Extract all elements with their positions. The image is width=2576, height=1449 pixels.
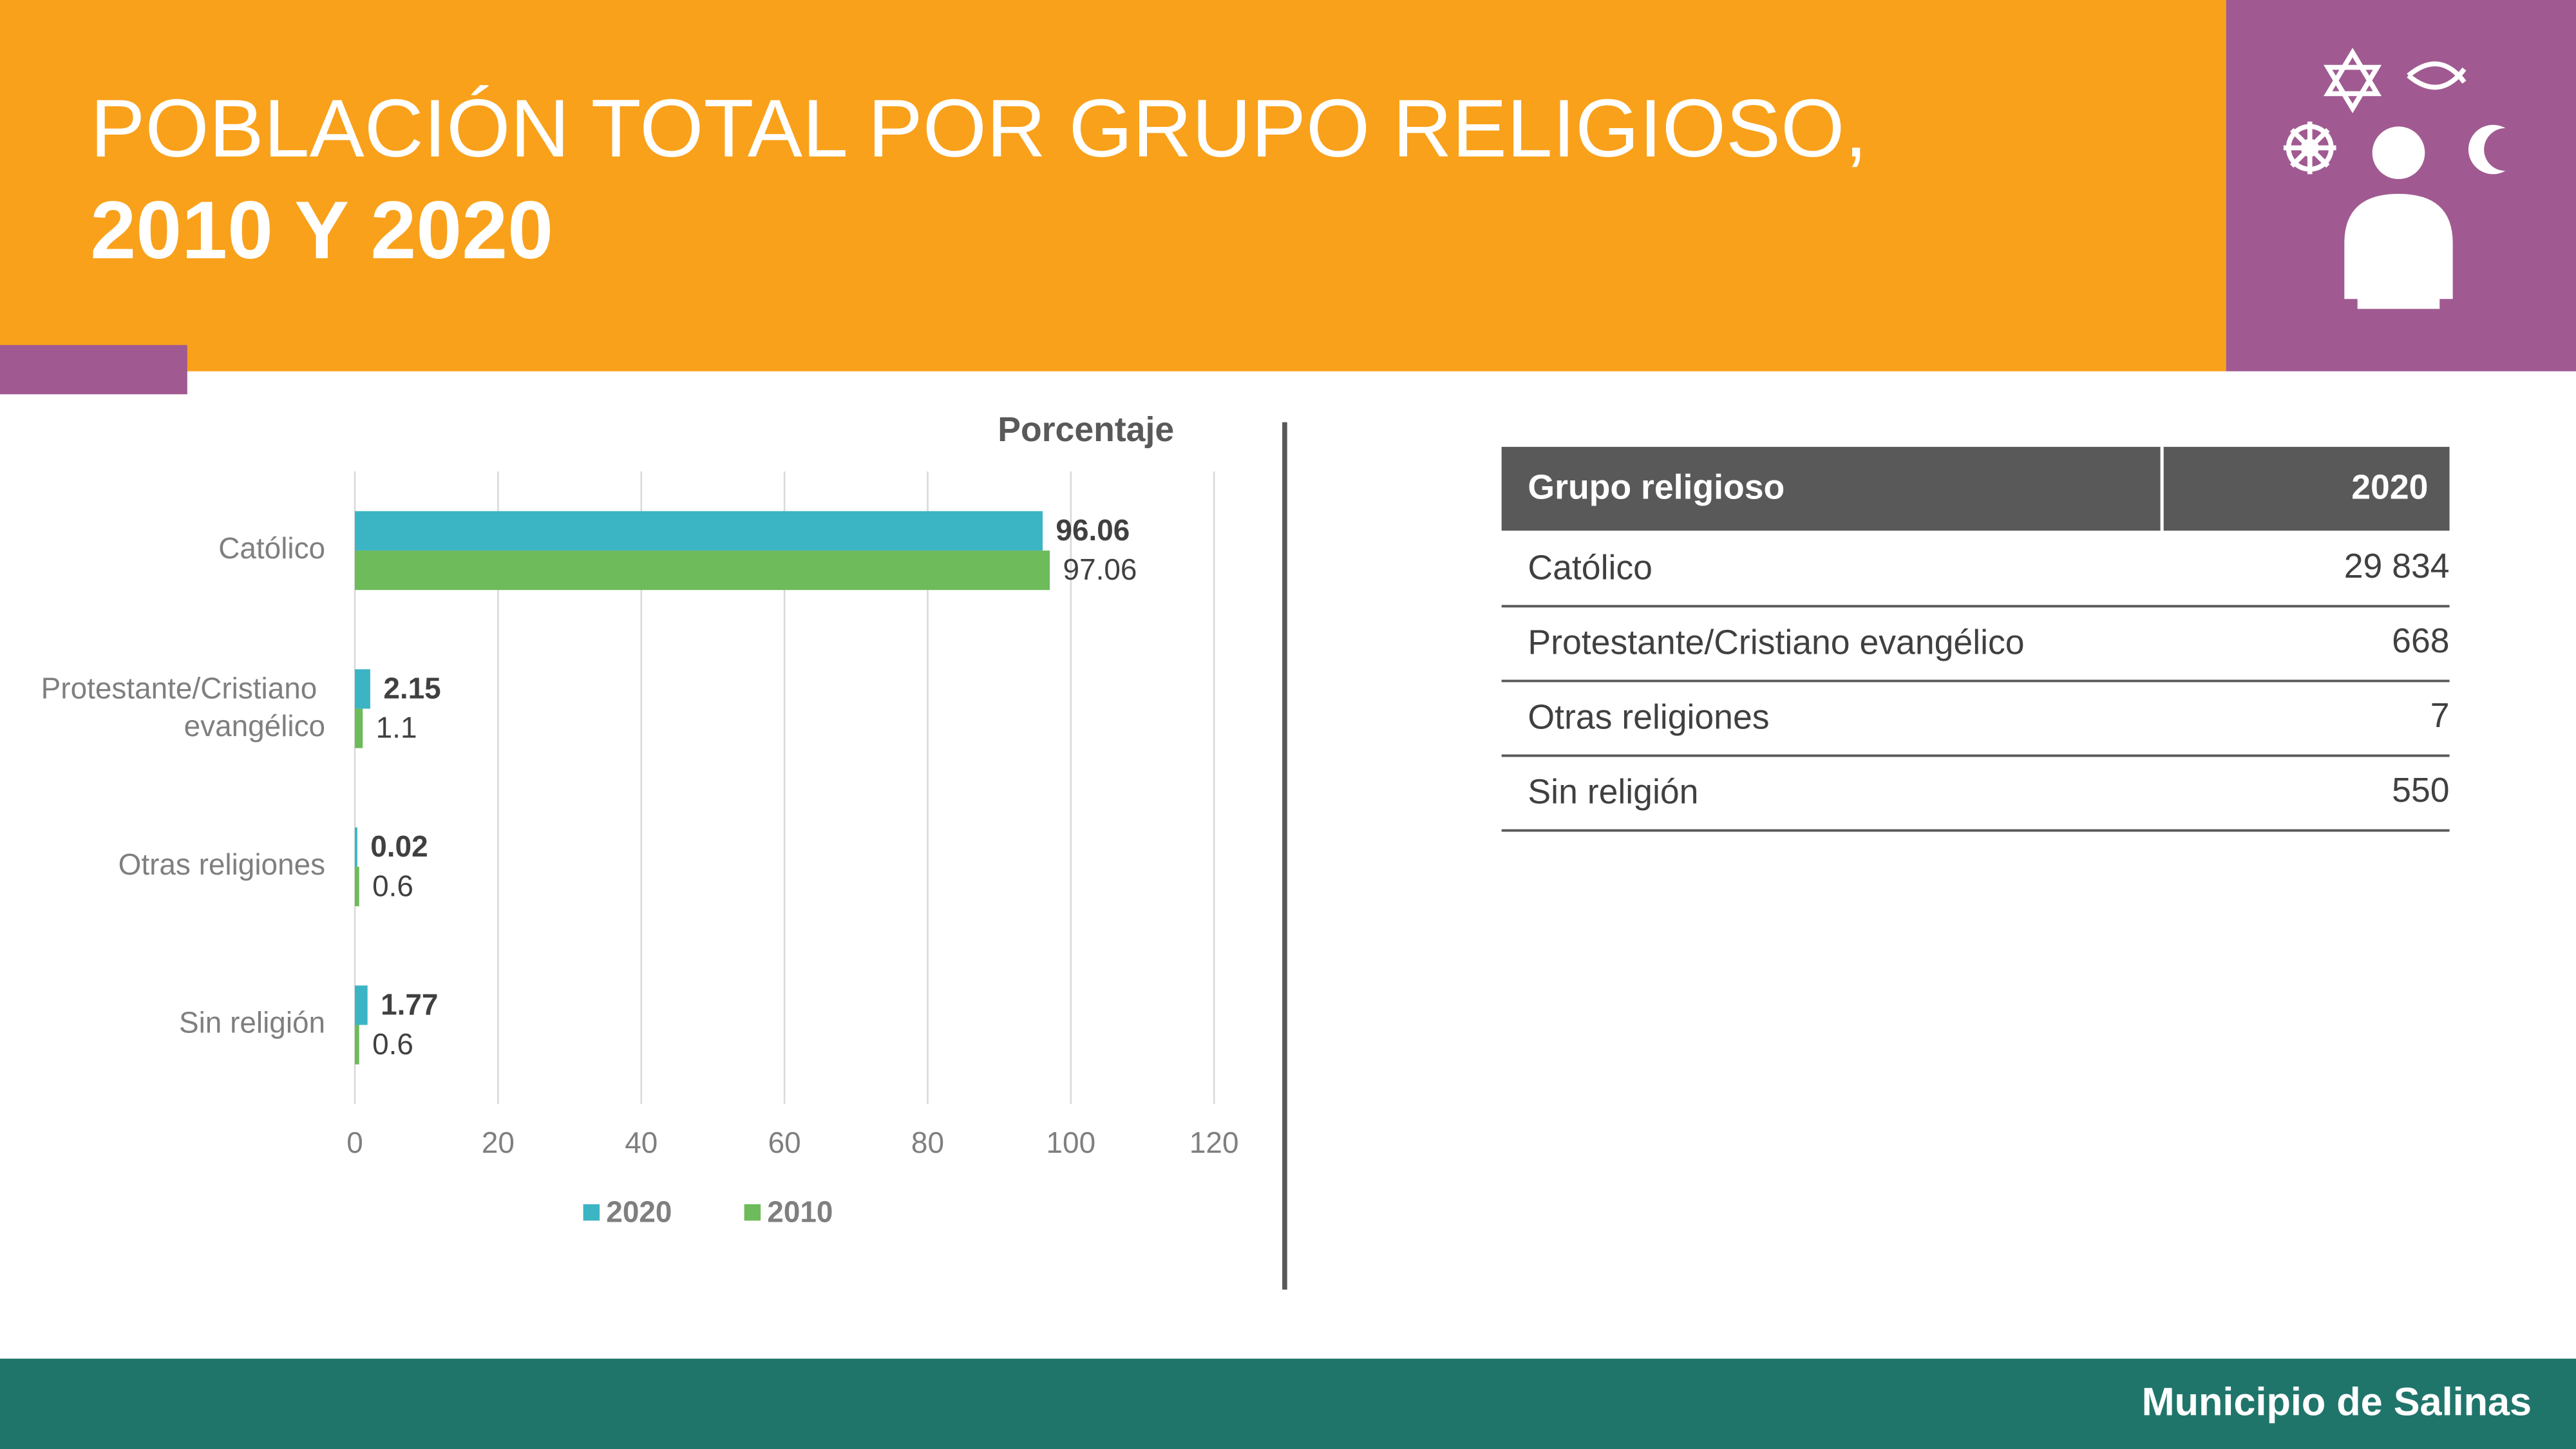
bar	[355, 669, 370, 709]
table-cell: Otras religiones	[1528, 699, 1769, 737]
data-label: 0.6	[372, 869, 413, 902]
data-label: 1.1	[376, 711, 417, 744]
header-band	[0, 0, 2226, 372]
table-header-cell: Grupo religioso	[1528, 468, 1785, 506]
bar	[355, 708, 363, 748]
x-tick-label: 120	[1189, 1126, 1239, 1159]
bar	[355, 1025, 359, 1065]
table-cell: Católico	[1528, 549, 1653, 587]
bar	[355, 550, 1050, 591]
title-line2: 2010 Y 2020	[90, 185, 553, 276]
x-tick-label: 20	[482, 1126, 515, 1159]
table-cell: 550	[2392, 772, 2449, 810]
person-head	[2372, 126, 2425, 180]
legend-swatch	[744, 1204, 761, 1221]
religion-icons	[2283, 48, 2506, 175]
y-tick-label: Protestante/Cristiano evangélico	[41, 672, 325, 743]
footer-band	[0, 1358, 2576, 1449]
table-cell: Protestante/Cristiano evangélico	[1528, 623, 2024, 661]
data-label: 1.77	[381, 988, 438, 1021]
table-cell: 7	[2430, 697, 2450, 735]
accent-bar	[0, 345, 187, 395]
table: Grupo religioso 2020 Católico 29 834 Protest…	[1501, 446, 2450, 832]
x-tick-label: 100	[1046, 1126, 1096, 1159]
title-line1: POBLACIÓN TOTAL POR GRUPO RELIGIOSO,	[90, 83, 1867, 175]
axis-title: Porcentaje	[998, 411, 1174, 449]
data-label: 96.06	[1056, 513, 1130, 547]
legend-label: 2020	[606, 1195, 672, 1228]
table-cell: Sin religión	[1528, 773, 1698, 811]
legend-swatch	[583, 1204, 600, 1221]
legend-label: 2010	[767, 1195, 833, 1228]
bar	[355, 985, 368, 1025]
data-label: 2.15	[383, 672, 440, 705]
x-tick-label: 80	[911, 1126, 944, 1159]
x-tick-label: 0	[346, 1126, 363, 1159]
x-tick-label: 40	[625, 1126, 658, 1159]
x-tick-label: 60	[768, 1126, 801, 1159]
bar	[355, 511, 1043, 551]
data-label: 0.02	[370, 829, 428, 863]
bar	[355, 827, 357, 867]
data-label: 97.06	[1063, 553, 1137, 586]
data-label: 0.6	[372, 1027, 413, 1061]
footer-text: Municipio de Salinas	[2142, 1379, 2532, 1423]
table-header-bg	[1501, 446, 2450, 531]
icon-box	[2226, 0, 2576, 372]
y-tick-label: Católico	[218, 531, 325, 565]
chart: 0 20 40 60 80 100 120 Católico 96.06 97.06 Protest…	[41, 471, 1239, 1228]
table-cell: 668	[2392, 622, 2449, 660]
person-body	[2344, 194, 2453, 309]
table-cell: 29 834	[2344, 547, 2450, 585]
bar	[355, 866, 359, 907]
y-tick-label: Otras religiones	[118, 848, 325, 881]
y-tick-label: Sin religión	[179, 1006, 325, 1039]
table-header-cell: 2020	[2351, 468, 2428, 506]
